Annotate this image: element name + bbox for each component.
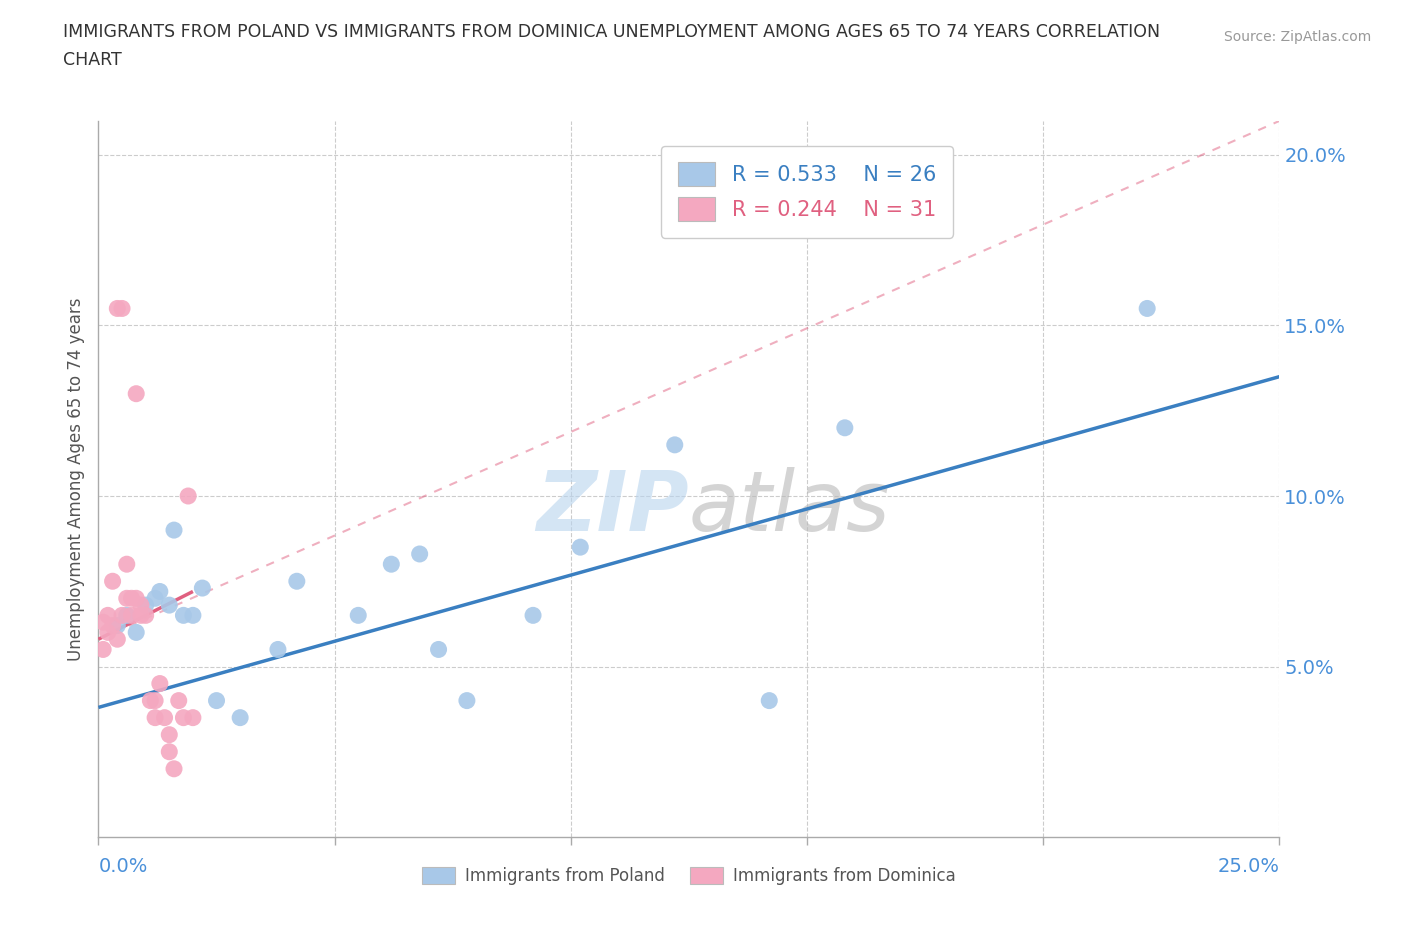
Point — [172, 608, 194, 623]
Point — [129, 608, 152, 623]
Point — [143, 591, 166, 605]
Point — [101, 618, 124, 633]
Point — [285, 574, 308, 589]
Point — [157, 598, 180, 613]
Point — [167, 693, 190, 708]
Point — [125, 625, 148, 640]
Point — [163, 523, 186, 538]
Point — [135, 598, 157, 613]
Point — [91, 615, 114, 630]
Point — [1136, 301, 1159, 316]
Point — [111, 608, 134, 623]
Point — [125, 386, 148, 401]
Point — [427, 642, 450, 657]
Point — [115, 557, 138, 572]
Text: IMMIGRANTS FROM POLAND VS IMMIGRANTS FROM DOMINICA UNEMPLOYMENT AMONG AGES 65 TO: IMMIGRANTS FROM POLAND VS IMMIGRANTS FRO… — [63, 23, 1160, 41]
Text: 0.0%: 0.0% — [98, 857, 148, 876]
Point — [569, 539, 592, 554]
Point — [205, 693, 228, 708]
Text: CHART: CHART — [63, 51, 122, 69]
Point — [97, 625, 120, 640]
Point — [834, 420, 856, 435]
Text: Source: ZipAtlas.com: Source: ZipAtlas.com — [1223, 30, 1371, 44]
Text: atlas: atlas — [689, 467, 890, 548]
Point — [115, 591, 138, 605]
Point — [157, 744, 180, 759]
Point — [97, 608, 120, 623]
Point — [191, 580, 214, 595]
Point — [172, 711, 194, 725]
Point — [456, 693, 478, 708]
Point — [125, 591, 148, 605]
Point — [157, 727, 180, 742]
Point — [143, 711, 166, 725]
Point — [101, 574, 124, 589]
Point — [181, 711, 204, 725]
Point — [121, 591, 143, 605]
Point — [143, 693, 166, 708]
Text: ZIP: ZIP — [536, 467, 689, 548]
Point — [522, 608, 544, 623]
Point — [91, 642, 114, 657]
Point — [115, 608, 138, 623]
Point — [105, 301, 128, 316]
Point — [229, 711, 252, 725]
Point — [139, 693, 162, 708]
Point — [408, 547, 430, 562]
Text: 25.0%: 25.0% — [1218, 857, 1279, 876]
Point — [153, 711, 176, 725]
Point — [163, 762, 186, 777]
Point — [105, 618, 128, 633]
Point — [135, 608, 157, 623]
Point — [347, 608, 370, 623]
Point — [758, 693, 780, 708]
Point — [121, 608, 143, 623]
Point — [177, 488, 200, 503]
Point — [181, 608, 204, 623]
Point — [149, 584, 172, 599]
Point — [664, 437, 686, 452]
Point — [105, 631, 128, 646]
Point — [267, 642, 290, 657]
Y-axis label: Unemployment Among Ages 65 to 74 years: Unemployment Among Ages 65 to 74 years — [66, 298, 84, 660]
Point — [380, 557, 402, 572]
Legend: Immigrants from Poland, Immigrants from Dominica: Immigrants from Poland, Immigrants from … — [413, 858, 965, 893]
Point — [149, 676, 172, 691]
Point — [111, 301, 134, 316]
Point — [129, 598, 152, 613]
